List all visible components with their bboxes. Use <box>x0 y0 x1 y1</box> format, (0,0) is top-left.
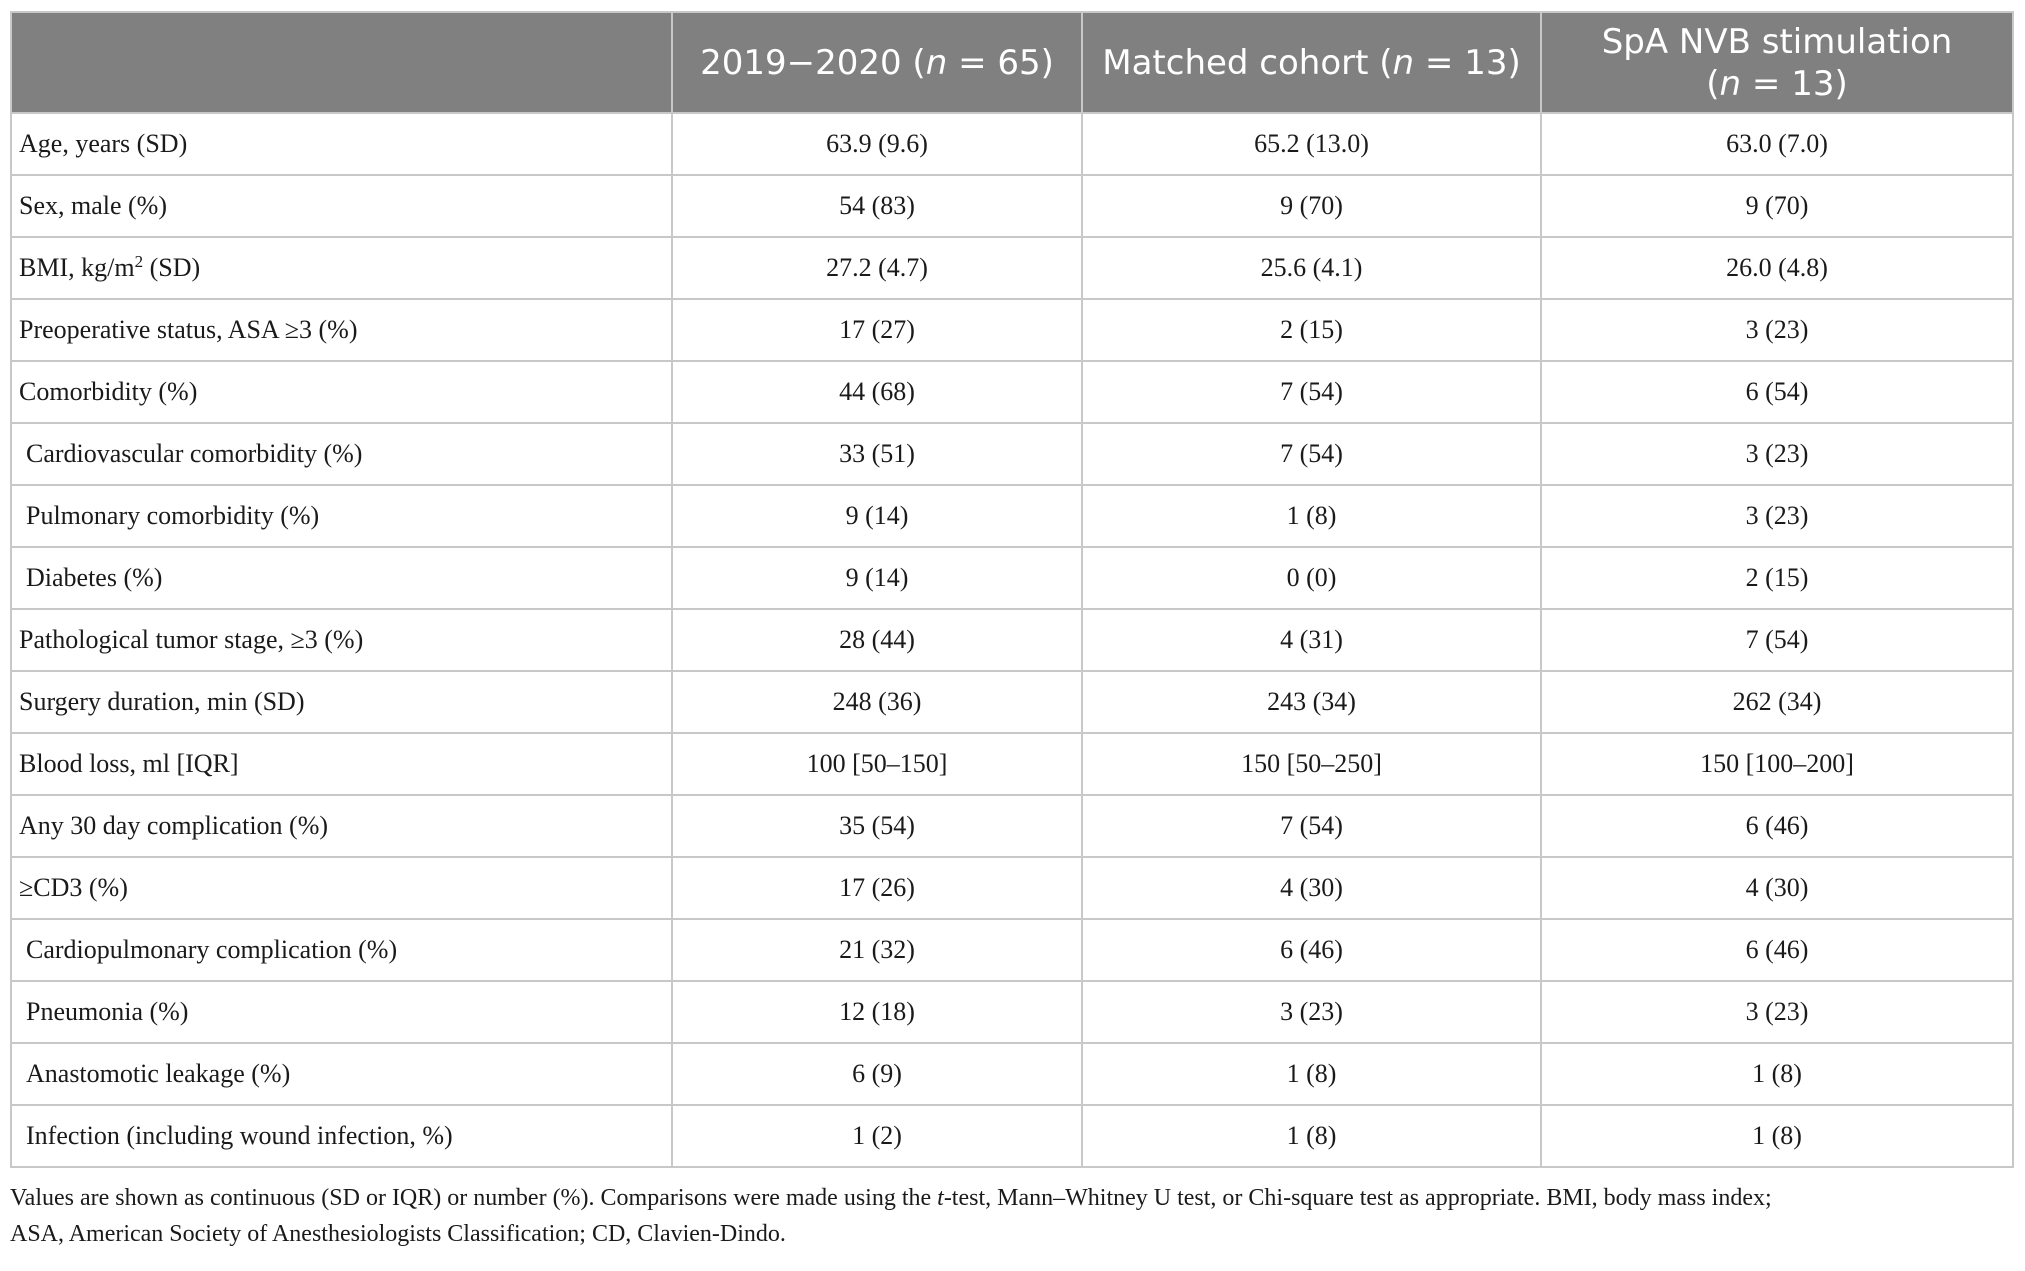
table-cell-value: 33 (51) <box>671 422 1083 486</box>
table-cell-value: 150 [100–200] <box>1540 732 2014 796</box>
row-label: Cardiovascular comorbidity (%) <box>10 422 673 486</box>
table-row: Surgery duration, min (SD) 248 (36) 243 (3… <box>10 670 2014 734</box>
table-cell-value: 6 (46) <box>1081 918 1542 982</box>
table-cell-value: 6 (46) <box>1540 794 2014 858</box>
table-cell-value: 17 (27) <box>671 298 1083 362</box>
table-cell-value: 7 (54) <box>1540 608 2014 672</box>
table-cell-value: 2 (15) <box>1540 546 2014 610</box>
row-label: Diabetes (%) <box>10 546 673 610</box>
table-row: Blood loss, ml [IQR] 100 [50–150] 150 [50–… <box>10 732 2014 796</box>
table-row: Preoperative status, ASA ≥3 (%) 17 (27) 2 … <box>10 298 2014 362</box>
row-label: Pathological tumor stage, ≥3 (%) <box>10 608 673 672</box>
characteristics-table: 2019−2020 (n = 65) Matched cohort (n = 1… <box>10 11 2014 1168</box>
header-matched-cohort: Matched cohort (n = 13) <box>1081 11 1542 114</box>
table-row: Comorbidity (%) 44 (68) 7 (54) 6 (54) <box>10 360 2014 424</box>
table-cell-value: 9 (14) <box>671 546 1083 610</box>
row-label: Sex, male (%) <box>10 174 673 238</box>
table-row: ≥CD3 (%) 17 (26) 4 (30) 4 (30) <box>10 856 2014 920</box>
table-cell-value: 6 (46) <box>1540 918 2014 982</box>
table-container: 2019−2020 (n = 65) Matched cohort (n = 1… <box>10 11 2014 1168</box>
table-cell-value: 27.2 (4.7) <box>671 236 1083 300</box>
table-cell-value: 3 (23) <box>1540 980 2014 1044</box>
table-cell-value: 1 (2) <box>671 1104 1083 1168</box>
table-cell-value: 243 (34) <box>1081 670 1542 734</box>
table-cell-value: 7 (54) <box>1081 360 1542 424</box>
table-cell-value: 9 (70) <box>1540 174 2014 238</box>
row-label: Any 30 day complication (%) <box>10 794 673 858</box>
row-label: Blood loss, ml [IQR] <box>10 732 673 796</box>
table-cell-value: 44 (68) <box>671 360 1083 424</box>
table-body: Age, years (SD) 63.9 (9.6) 65.2 (13.0) 63.0… <box>10 112 2014 1168</box>
table-cell-value: 26.0 (4.8) <box>1540 236 2014 300</box>
table-cell-value: 3 (23) <box>1540 422 2014 486</box>
table-cell-value: 21 (32) <box>671 918 1083 982</box>
table-row: Infection (including wound infection, %)… <box>10 1104 2014 1168</box>
header-spa-nvb-stimulation: SpA NVB stimulation (n = 13) <box>1540 11 2014 114</box>
table-cell-value: 54 (83) <box>671 174 1083 238</box>
table-row: Cardiopulmonary complication (%) 21 (32) 6… <box>10 918 2014 982</box>
table-row: Any 30 day complication (%) 35 (54) 7 (54)… <box>10 794 2014 858</box>
table-row: BMI, kg/m2 (SD) 27.2 (4.7) 25.6 (4.1) 26.0 … <box>10 236 2014 300</box>
row-label: Pulmonary comorbidity (%) <box>10 484 673 548</box>
header-blank-cell <box>10 11 673 114</box>
row-label: Cardiopulmonary complication (%) <box>10 918 673 982</box>
table-row: Pulmonary comorbidity (%) 9 (14) 1 (8) 3 (2… <box>10 484 2014 548</box>
table-row: Cardiovascular comorbidity (%) 33 (51) 7 (… <box>10 422 2014 486</box>
row-label: Pneumonia (%) <box>10 980 673 1044</box>
table-cell-value: 4 (30) <box>1540 856 2014 920</box>
table-cell-value: 7 (54) <box>1081 794 1542 858</box>
table-cell-value: 0 (0) <box>1081 546 1542 610</box>
table-cell-value: 2 (15) <box>1081 298 1542 362</box>
table-cell-value: 35 (54) <box>671 794 1083 858</box>
header-cohort-2019-2020: 2019−2020 (n = 65) <box>671 11 1083 114</box>
table-cell-value: 17 (26) <box>671 856 1083 920</box>
row-label: Anastomotic leakage (%) <box>10 1042 673 1106</box>
table-cell-value: 28 (44) <box>671 608 1083 672</box>
table-cell-value: 1 (8) <box>1081 1104 1542 1168</box>
table-cell-value: 6 (54) <box>1540 360 2014 424</box>
table-cell-value: 4 (30) <box>1081 856 1542 920</box>
row-label: Infection (including wound infection, %) <box>10 1104 673 1168</box>
table-cell-value: 3 (23) <box>1540 298 2014 362</box>
table-cell-value: 1 (8) <box>1081 1042 1542 1106</box>
table-cell-value: 150 [50–250] <box>1081 732 1542 796</box>
table-row: Diabetes (%) 9 (14) 0 (0) 2 (15) <box>10 546 2014 610</box>
table-cell-value: 262 (34) <box>1540 670 2014 734</box>
row-label: Surgery duration, min (SD) <box>10 670 673 734</box>
row-label: BMI, kg/m2 (SD) <box>10 236 673 300</box>
table-cell-value: 9 (14) <box>671 484 1083 548</box>
table-row: Sex, male (%) 54 (83) 9 (70) 9 (70) <box>10 174 2014 238</box>
table-cell-value: 7 (54) <box>1081 422 1542 486</box>
table-row: Pathological tumor stage, ≥3 (%) 28 (44) 4… <box>10 608 2014 672</box>
header-row: 2019−2020 (n = 65) Matched cohort (n = 1… <box>10 11 2014 114</box>
table-row: Anastomotic leakage (%) 6 (9) 1 (8) 1 (8) <box>10 1042 2014 1106</box>
row-label: ≥CD3 (%) <box>10 856 673 920</box>
table-cell-value: 12 (18) <box>671 980 1083 1044</box>
table-cell-value: 100 [50–150] <box>671 732 1083 796</box>
table-cell-value: 6 (9) <box>671 1042 1083 1106</box>
table-footnote: Values are shown as continuous (SD or IQ… <box>10 1185 1772 1247</box>
table-cell-value: 63.9 (9.6) <box>671 112 1083 176</box>
row-label: Comorbidity (%) <box>10 360 673 424</box>
table-cell-value: 63.0 (7.0) <box>1540 112 2014 176</box>
table-row: Pneumonia (%) 12 (18) 3 (23) 3 (23) <box>10 980 2014 1044</box>
table-cell-value: 1 (8) <box>1540 1104 2014 1168</box>
table-cell-value: 3 (23) <box>1081 980 1542 1044</box>
table-cell-value: 9 (70) <box>1081 174 1542 238</box>
table-cell-value: 1 (8) <box>1540 1042 2014 1106</box>
table-cell-value: 25.6 (4.1) <box>1081 236 1542 300</box>
table-header: 2019−2020 (n = 65) Matched cohort (n = 1… <box>10 11 2014 114</box>
table-cell-value: 65.2 (13.0) <box>1081 112 1542 176</box>
table-cell-value: 1 (8) <box>1081 484 1542 548</box>
row-label: Preoperative status, ASA ≥3 (%) <box>10 298 673 362</box>
table-cell-value: 4 (31) <box>1081 608 1542 672</box>
row-label: Age, years (SD) <box>10 112 673 176</box>
table-cell-value: 248 (36) <box>671 670 1083 734</box>
table-row: Age, years (SD) 63.9 (9.6) 65.2 (13.0) 63.0… <box>10 112 2014 176</box>
table-cell-value: 3 (23) <box>1540 484 2014 548</box>
